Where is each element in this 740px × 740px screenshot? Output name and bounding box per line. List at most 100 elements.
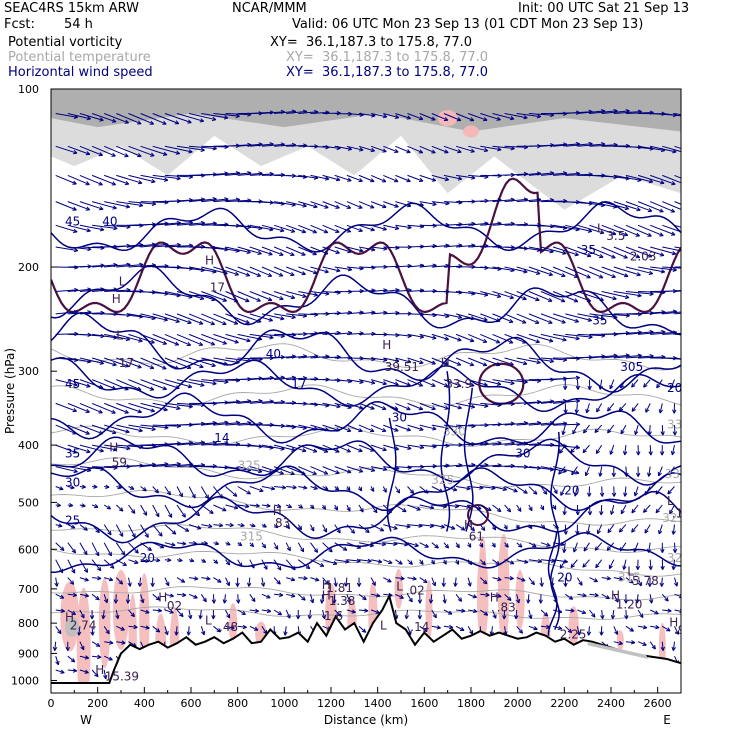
wind-vector — [261, 291, 284, 301]
wind-vector — [310, 246, 329, 255]
wind-vector — [565, 313, 593, 322]
wind-vector — [176, 577, 186, 583]
x-tick-label: 200 — [87, 697, 108, 710]
wind-vector — [273, 503, 282, 508]
wind-vector — [298, 444, 318, 453]
wind-vector — [261, 523, 267, 528]
wind-vector — [54, 577, 59, 587]
wind-vector — [407, 357, 424, 365]
wind-vector — [334, 246, 352, 254]
field-theta-name: Potential temperature — [8, 50, 151, 65]
wind-vector — [563, 379, 568, 390]
wind-vector — [598, 466, 603, 477]
wind-vector — [646, 542, 652, 553]
wind-vector — [674, 201, 681, 205]
wind-vector — [358, 542, 374, 548]
wind-vector — [104, 379, 129, 391]
x-tick-label: 800 — [227, 697, 248, 710]
wind-vector — [455, 593, 463, 602]
wind-vector — [286, 174, 308, 179]
pv-extremum-label: H — [464, 518, 473, 532]
wind-vector — [370, 504, 378, 514]
wind-speed-contour — [51, 532, 681, 574]
wind-vector — [249, 559, 255, 569]
wind-vector — [395, 357, 412, 364]
pv-extremum-label: H — [382, 338, 391, 352]
wind-vector — [249, 486, 264, 493]
wind-vector — [225, 577, 230, 587]
wind-vector — [455, 524, 466, 531]
wind-vector — [322, 424, 340, 432]
wind-vector — [104, 640, 114, 645]
wind-vector — [298, 504, 304, 509]
wind-vector — [67, 542, 76, 554]
wind-vector — [273, 444, 296, 452]
pv-extremum-label: 17 — [210, 281, 225, 295]
wind-vector — [468, 402, 489, 408]
wind-vector — [213, 291, 239, 303]
wind-vector — [674, 626, 679, 635]
wind-vector — [297, 559, 311, 570]
wind-vector — [67, 655, 76, 663]
pv-extremum-label: H — [109, 440, 118, 454]
wind-vector — [431, 504, 447, 509]
pv-extremum-label: H — [205, 254, 214, 268]
wind-vector — [346, 504, 351, 512]
wind-vector — [674, 246, 681, 249]
wind-vector — [633, 486, 639, 497]
x-axis-label: Distance (km) — [324, 713, 408, 727]
wind-vector — [559, 559, 566, 569]
wind-vector — [104, 145, 129, 158]
wind-vector — [504, 333, 527, 344]
wind-vector — [201, 313, 227, 326]
wind-vector — [55, 486, 64, 491]
field-wind-xy: XY= 36.1,187.3 to 175.8, 77.0 — [286, 65, 489, 80]
wind-vector — [575, 379, 581, 390]
wind-vector — [370, 486, 375, 492]
wind-vector — [164, 113, 192, 124]
field-pv-name: Potential vorticity — [8, 35, 123, 50]
wind-vector — [587, 379, 592, 390]
wind-vector — [480, 313, 501, 323]
wind-vector — [383, 113, 400, 119]
wind-vector — [67, 402, 90, 413]
wind-vector — [660, 641, 665, 651]
wind-vector — [594, 542, 603, 551]
x-tick-label: 1000 — [270, 697, 298, 710]
pv-extremum-label: 2.03 — [630, 250, 657, 264]
wind-vector — [285, 609, 291, 619]
wind-vector — [480, 592, 490, 598]
valid-time: Valid: 06 UTC Mon 23 Sep 13 (01 CDT Mon … — [292, 17, 644, 32]
wind-vector — [332, 594, 337, 604]
wind-speed-contour — [440, 371, 451, 532]
wind-vector — [67, 113, 91, 121]
wind-vector — [188, 504, 200, 517]
wind-vector — [620, 424, 627, 435]
wind-vector — [91, 113, 117, 123]
wind-vector — [672, 542, 678, 553]
wind-vector — [67, 466, 92, 473]
wind-vector — [298, 201, 318, 209]
wind-vector — [670, 444, 676, 456]
wind-vector — [669, 504, 675, 515]
wind-vector — [589, 609, 596, 618]
wind-vector — [674, 312, 681, 315]
wind-vector — [583, 424, 590, 434]
wind-vector — [322, 201, 340, 209]
wind-vector — [140, 357, 167, 370]
wind-vector — [516, 333, 540, 344]
wind-vector — [225, 559, 231, 566]
wind-vector — [658, 524, 663, 535]
wind-vector — [528, 357, 554, 364]
wind-vector — [67, 224, 91, 233]
wind-vector — [552, 609, 563, 614]
wind-vector — [623, 594, 629, 604]
y-tick-label: 600 — [18, 543, 39, 556]
wind-vector — [624, 609, 629, 620]
pv-shading-blob — [463, 125, 479, 138]
wind-vector — [310, 524, 315, 532]
wind-vector — [441, 577, 446, 587]
wind-vector — [200, 626, 206, 636]
wind-vector — [431, 333, 449, 341]
wind-vector — [286, 444, 307, 453]
